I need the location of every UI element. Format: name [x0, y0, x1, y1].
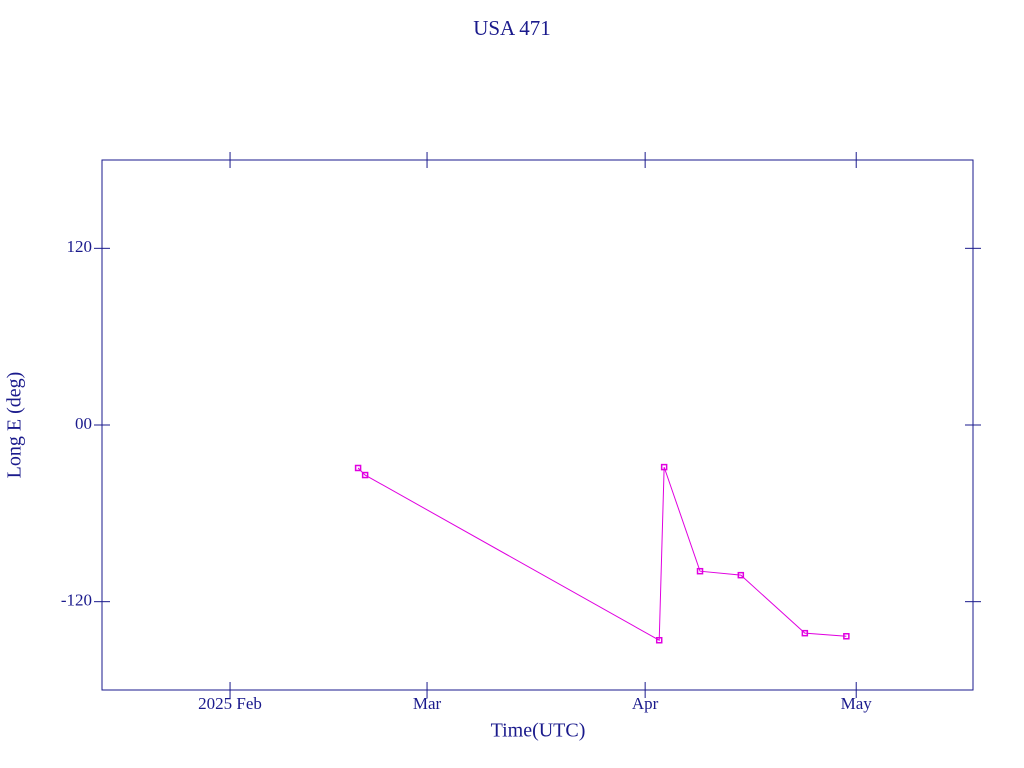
data-point [696, 567, 704, 575]
data-point [737, 571, 745, 579]
data-point [843, 633, 850, 640]
y-tick-label: 00 [75, 414, 92, 433]
plot-frame [101, 159, 974, 691]
data-point [801, 629, 809, 637]
chart-title: USA 471 [473, 16, 551, 40]
x-tick-label: Mar [413, 694, 442, 713]
data-point [361, 471, 369, 479]
x-axis-label: Time(UTC) [491, 720, 586, 742]
data-point [354, 464, 362, 472]
y-tick-label: 120 [67, 237, 93, 256]
y-axis-label: Long E (deg) [4, 372, 26, 479]
data-point [660, 463, 668, 471]
y-tick-label: -120 [61, 591, 92, 610]
data-point [655, 636, 663, 644]
data-line [357, 466, 847, 642]
x-tick-label: 2025 Feb [198, 694, 262, 713]
x-tick-label: May [841, 694, 873, 713]
x-tick-label: Apr [632, 694, 659, 713]
